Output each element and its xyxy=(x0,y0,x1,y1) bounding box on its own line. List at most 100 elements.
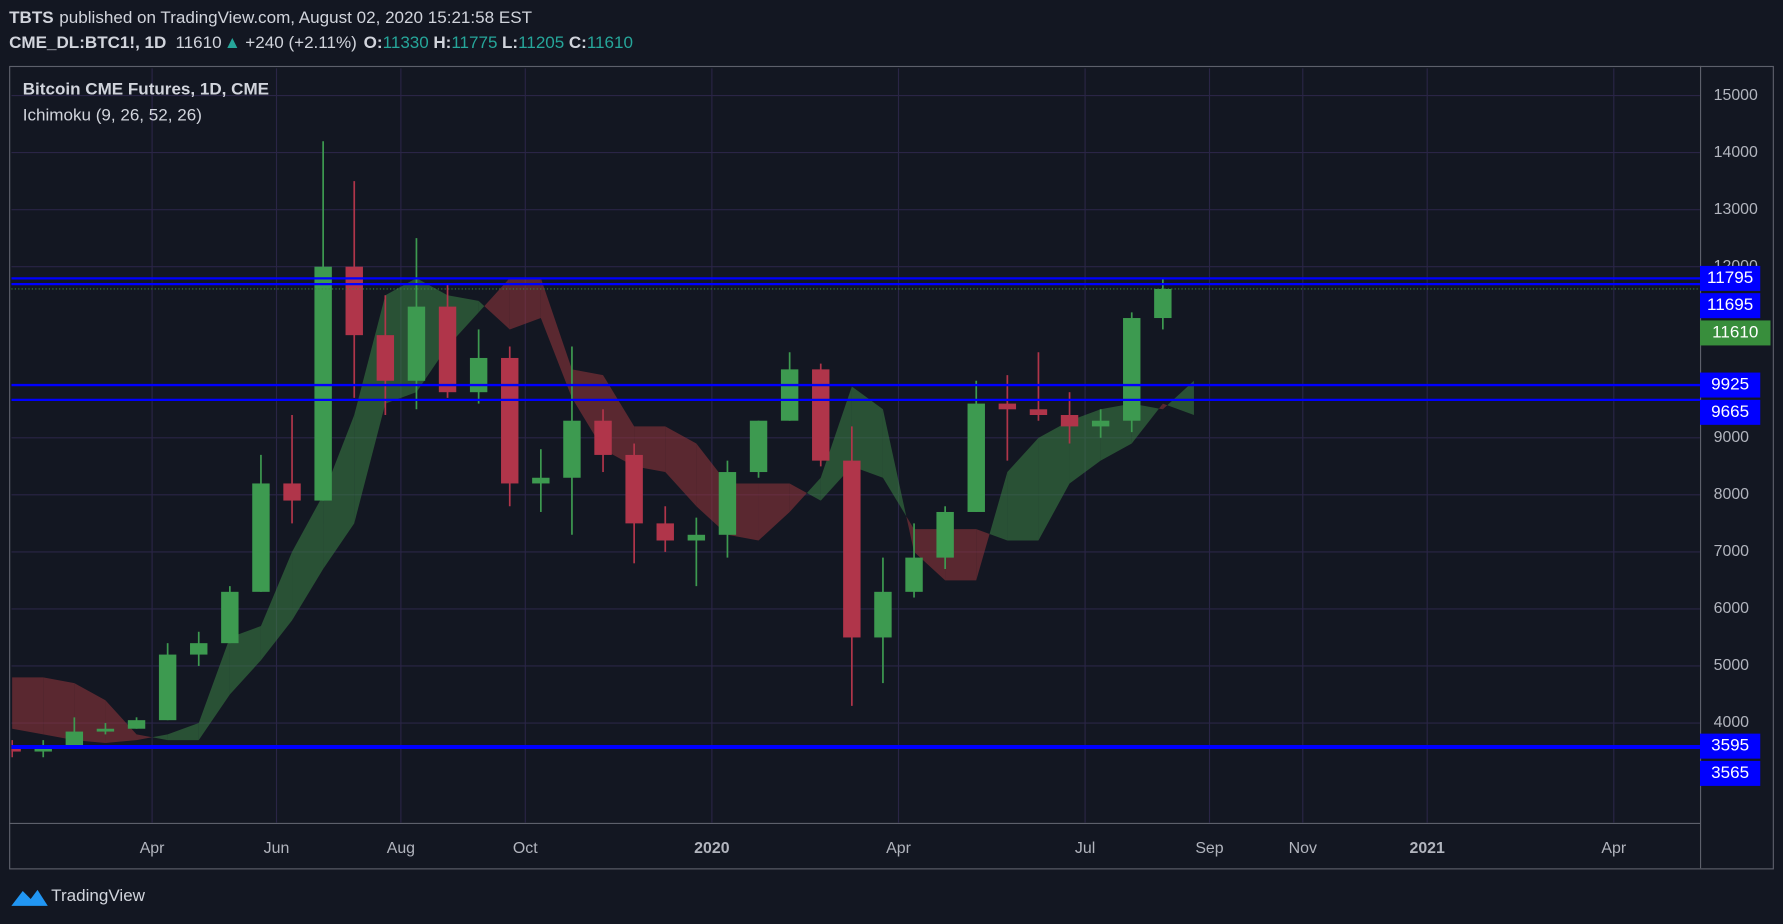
ohlc-label: O: xyxy=(364,33,383,52)
candle-body xyxy=(127,720,146,729)
ohlc-value: 11205 xyxy=(518,33,564,52)
chart-subtitle: Ichimoku (9, 26, 52, 26) xyxy=(23,105,202,124)
price-labels: 11795 11695 11610 9925 9665 3595 3565 xyxy=(1699,265,1771,786)
cloud-segment xyxy=(43,677,75,741)
candle-body xyxy=(843,460,861,638)
cloud-segment xyxy=(105,700,137,743)
candle-body xyxy=(563,420,581,478)
y-tick-label: 15000 xyxy=(1714,87,1758,104)
candles xyxy=(11,141,1172,758)
cloud-segment xyxy=(292,494,324,621)
candle-body xyxy=(812,369,830,461)
candle-body xyxy=(1123,318,1141,421)
x-tick-label: Apr xyxy=(140,840,165,857)
cloud-segment xyxy=(1007,437,1039,541)
cloud-segment xyxy=(478,300,485,313)
candle-body xyxy=(158,654,177,721)
candle-body xyxy=(718,472,737,535)
candle-body xyxy=(874,591,892,638)
cloud-segment xyxy=(167,723,199,741)
publish-line: TBTS published on TradingView.com, August… xyxy=(9,8,533,27)
candle-body xyxy=(1060,415,1079,427)
chart-frame xyxy=(9,65,1774,870)
cloud-segment xyxy=(74,683,106,743)
ohlc-label: H: xyxy=(433,33,451,52)
cloud-segment xyxy=(1038,420,1070,541)
candle-body xyxy=(469,357,488,393)
cloud-segment xyxy=(540,278,572,398)
price-label: 3595 xyxy=(1711,736,1749,755)
candle-body xyxy=(221,591,239,644)
cloud-segment xyxy=(665,426,697,507)
ohlc-label: L: xyxy=(502,33,518,52)
candle-body xyxy=(936,511,954,558)
candle-body xyxy=(1154,288,1172,319)
candle-body xyxy=(96,728,115,732)
candle-body xyxy=(376,335,395,381)
price-label-box xyxy=(1699,293,1761,319)
x-tick-label: 2020 xyxy=(694,840,730,857)
y-tick-label: 5000 xyxy=(1714,657,1750,674)
y-tick-label: 8000 xyxy=(1714,486,1750,503)
symbol: CME_DL:BTC1!, 1D xyxy=(9,33,166,52)
candle-body xyxy=(625,454,643,524)
y-tick-label: 13000 xyxy=(1714,201,1758,218)
cloud-segment xyxy=(758,483,790,541)
ohlc-label: C: xyxy=(569,33,587,52)
x-tick-label: Aug xyxy=(387,840,415,857)
cloud-segment xyxy=(198,637,230,741)
x-tick-label: Apr xyxy=(1601,840,1626,857)
cloud-segment xyxy=(1162,403,1168,410)
ohlc-value: 11330 xyxy=(383,33,429,52)
candle-body xyxy=(687,534,706,541)
ohlc-value: 11775 xyxy=(451,33,497,52)
cloud-segment xyxy=(976,529,990,581)
candle-body xyxy=(780,369,799,421)
cloud-segment xyxy=(260,551,293,661)
y-tick-label: 4000 xyxy=(1714,714,1750,731)
y-tick-label: 7000 xyxy=(1714,543,1750,560)
candle-body xyxy=(501,357,519,484)
last: 11610 xyxy=(175,33,221,52)
cloud-segment xyxy=(851,386,883,478)
x-tick-label: Nov xyxy=(1289,840,1317,857)
published: published on TradingView.com, August 02,… xyxy=(59,8,532,27)
price-label-box xyxy=(1699,320,1771,346)
x-tick-label: Apr xyxy=(886,840,911,857)
cloud-segment xyxy=(789,483,807,512)
cloud-segment xyxy=(806,477,821,501)
quote-line: CME_DL:BTC1!, 1D 11610 ▲ +240 (+2.11%) O:113… xyxy=(9,33,633,52)
candle-body xyxy=(190,643,208,655)
price-label-box xyxy=(1699,733,1761,759)
cloud-segment xyxy=(136,734,153,741)
cloud-segment xyxy=(152,734,168,741)
candle-body xyxy=(967,403,985,512)
price-label: 9925 xyxy=(1711,375,1749,394)
change: +240 (+2.11%) xyxy=(245,33,357,52)
author: TBTS xyxy=(9,8,54,27)
price-label: 9665 xyxy=(1711,402,1749,421)
axes: Apr Jun Aug Oct 2020 Apr Jul Sep Nov 2021 Apr 4000 5… xyxy=(140,87,1758,857)
x-tick-label: Jul xyxy=(1075,840,1095,857)
price-label: 3565 xyxy=(1711,763,1749,782)
price-label-box xyxy=(1699,399,1761,425)
y-tick-label: 9000 xyxy=(1714,429,1750,446)
arrow: ▲ xyxy=(224,33,241,52)
brand: TradingView xyxy=(51,886,146,905)
price-label: 11795 xyxy=(1707,268,1753,287)
cloud-segment xyxy=(323,415,355,570)
levels xyxy=(11,277,1700,749)
candle-body xyxy=(998,403,1017,410)
cloud-segment xyxy=(1167,380,1194,416)
candle-body xyxy=(407,306,426,381)
cloud-segment xyxy=(484,278,510,330)
chart-title: Bitcoin CME Futures, 1D, CME xyxy=(23,79,269,98)
candle-body xyxy=(283,483,301,501)
candle-body xyxy=(345,266,363,336)
candle-body xyxy=(532,477,550,484)
candle-body xyxy=(905,557,923,592)
candle-body xyxy=(65,731,84,746)
cloud-segment xyxy=(12,677,44,735)
x-tick-label: Sep xyxy=(1195,840,1223,857)
